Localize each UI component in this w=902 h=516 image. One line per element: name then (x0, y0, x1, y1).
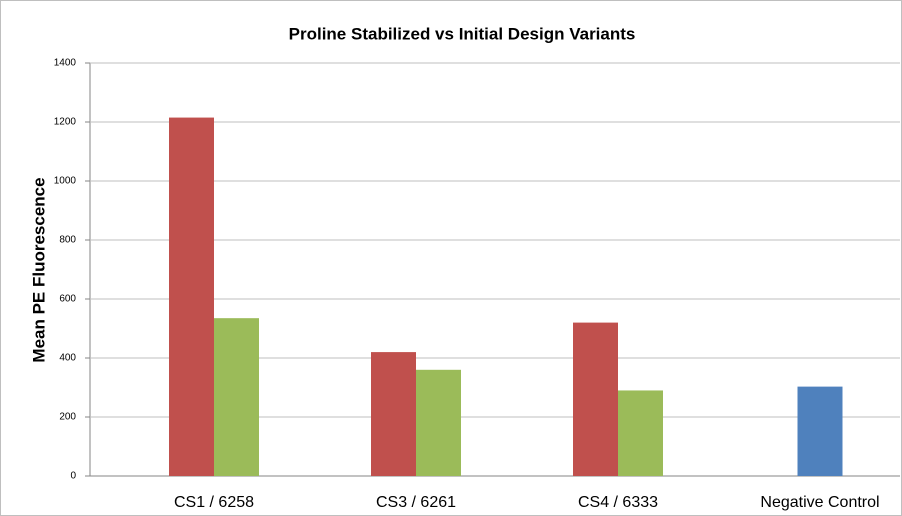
bar (618, 390, 663, 476)
y-tick-label: 600 (59, 294, 76, 305)
x-tick-label: CS4 / 6333 (578, 494, 658, 511)
bar (573, 322, 618, 476)
bar (416, 369, 461, 476)
y-tick-label: 400 (59, 353, 76, 364)
y-tick-label: 0 (70, 471, 76, 482)
y-tick-label: 200 (59, 412, 76, 423)
y-tick-label: 800 (59, 235, 76, 246)
chart-title: Proline Stabilized vs Initial Design Var… (289, 24, 636, 43)
bar (371, 352, 416, 476)
y-tick-label: 1400 (54, 58, 77, 69)
bar (797, 386, 843, 476)
x-tick-label: Negative Control (760, 494, 879, 511)
y-axis-label: Mean PE Fluorescence (29, 177, 48, 362)
y-tick-label: 1200 (54, 117, 77, 128)
y-tick-label: 1000 (54, 176, 77, 187)
bar (169, 117, 214, 476)
bar (214, 318, 259, 476)
x-tick-label: CS1 / 6258 (174, 494, 254, 511)
x-tick-label: CS3 / 6261 (376, 494, 456, 511)
